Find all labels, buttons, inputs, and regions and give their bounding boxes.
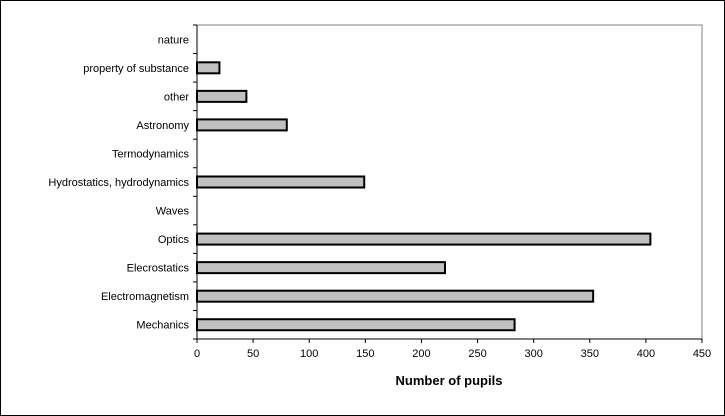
category-label: Optics bbox=[158, 234, 190, 246]
bar bbox=[196, 261, 447, 275]
category-label: Astronomy bbox=[136, 120, 189, 132]
x-tick-label: 450 bbox=[693, 348, 711, 360]
category-label: property of substance bbox=[83, 63, 189, 75]
bar bbox=[196, 89, 248, 103]
category-label: Termodynamics bbox=[112, 148, 190, 160]
x-tick-label: 200 bbox=[412, 348, 430, 360]
bar bbox=[196, 318, 516, 332]
x-tick-label: 50 bbox=[247, 348, 259, 360]
bar bbox=[196, 61, 221, 75]
category-label: Waves bbox=[156, 206, 190, 218]
category-label: Elecrostatics bbox=[127, 263, 190, 275]
x-tick-label: 400 bbox=[637, 348, 655, 360]
bar bbox=[196, 232, 652, 246]
category-label: Electromagnetism bbox=[101, 291, 189, 303]
x-tick-label: 0 bbox=[194, 348, 200, 360]
bar bbox=[196, 175, 366, 189]
x-tick-label: 250 bbox=[468, 348, 486, 360]
category-label: Hydrostatics, hydrodynamics bbox=[48, 177, 189, 189]
category-label: Mechanics bbox=[136, 320, 189, 332]
bar bbox=[196, 118, 288, 132]
category-label: other bbox=[164, 91, 189, 103]
bar bbox=[196, 289, 595, 303]
plot-area: 0 50 100 150 200 250 300 350 400 450 Mechanics Elec… bbox=[48, 24, 711, 360]
x-tick-label: 100 bbox=[300, 348, 318, 360]
x-axis-title: Number of pupils bbox=[396, 373, 503, 388]
category-label: nature bbox=[158, 34, 189, 46]
x-tick-label: 350 bbox=[581, 348, 599, 360]
x-tick-label: 300 bbox=[524, 348, 542, 360]
x-tick-label: 150 bbox=[356, 348, 374, 360]
